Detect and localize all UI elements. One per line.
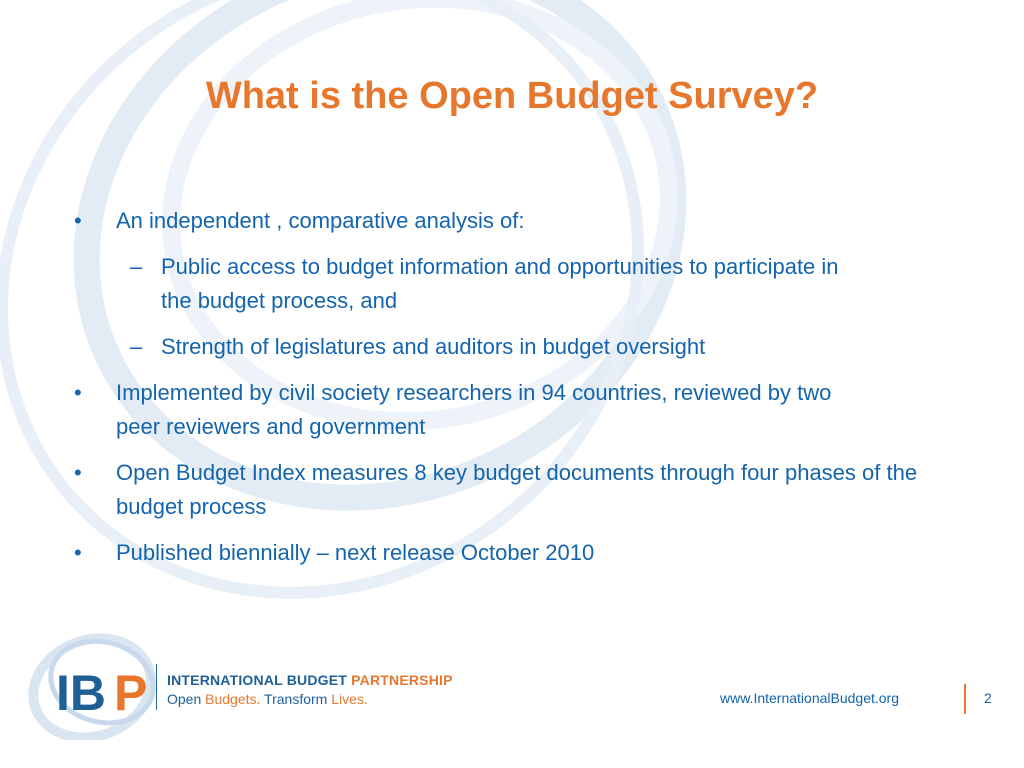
logo-tagline-transform: Transform [264, 691, 328, 707]
bullet-marker: • [74, 208, 82, 233]
bullet-text: Published biennially – next release Octo… [116, 540, 595, 565]
logo-letters-ib: IB [56, 665, 106, 721]
sub-bullet-marker: – [130, 334, 143, 359]
logo-org-name: INTERNATIONAL BUDGET PARTNERSHIP [167, 672, 453, 688]
sub-bullet-text: Public access to budget information and … [161, 254, 839, 313]
logo-tagline-open: Open [167, 691, 202, 707]
logo-org-name-part2: PARTNERSHIP [351, 672, 453, 688]
logo-letter-p: P [114, 665, 147, 721]
logo-tagline: Open Budgets. Transform Lives. [167, 691, 368, 707]
bullet-list: • An independent , comparative analysis … [74, 200, 954, 570]
bullet-text: Implemented by civil society researchers… [116, 380, 832, 439]
logo-divider [156, 664, 157, 710]
ibp-logo: IB P [28, 633, 156, 740]
sub-bullet-item: – Strength of legislatures and auditors … [74, 330, 954, 364]
bullet-item: • An independent , comparative analysis … [74, 204, 954, 238]
sub-bullet-text: Strength of legislatures and auditors in… [161, 334, 706, 359]
slide-title: What is the Open Budget Survey? [205, 75, 819, 117]
page-number: 2 [984, 690, 992, 706]
bullet-marker: • [74, 460, 82, 485]
footer-url[interactable]: www.InternationalBudget.org [720, 690, 899, 706]
logo-tagline-lives: Lives. [331, 691, 368, 707]
footer-separator [964, 684, 966, 714]
bullet-text: Open Budget Index measures 8 key budget … [116, 460, 918, 519]
bullet-item: • Published biennially – next release Oc… [74, 536, 954, 570]
sub-bullet-item: – Public access to budget information an… [74, 250, 954, 318]
bullet-item: • Open Budget Index measures 8 key budge… [74, 456, 954, 524]
bullet-marker: • [74, 540, 82, 565]
bullet-item: • Implemented by civil society researche… [74, 376, 954, 444]
logo-org-name-part1: INTERNATIONAL BUDGET [167, 672, 348, 688]
logo-tagline-budgets: Budgets. [205, 691, 261, 707]
bullet-text: An independent , comparative analysis of… [116, 208, 525, 233]
bullet-marker: • [74, 380, 82, 405]
sub-bullet-marker: – [130, 254, 143, 279]
